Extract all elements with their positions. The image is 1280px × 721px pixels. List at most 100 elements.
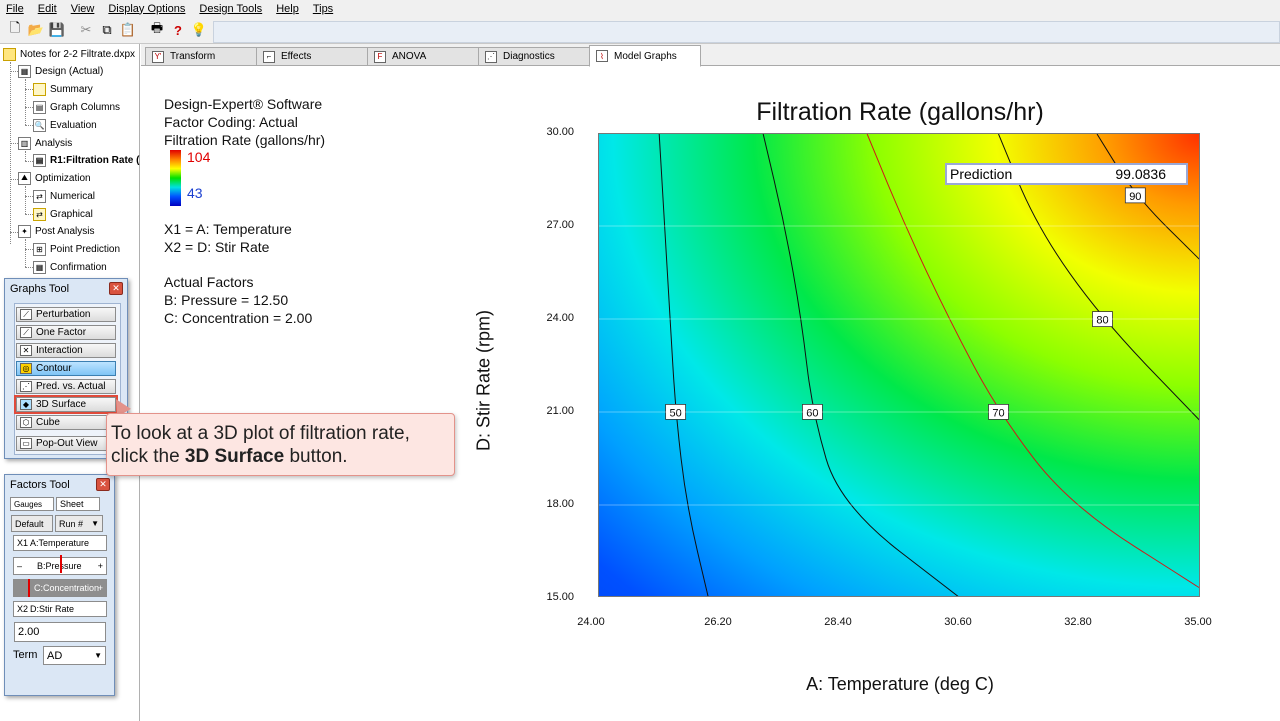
tree-item-graph-columns[interactable]: ▤ Graph Columns — [33, 99, 120, 115]
tab-model-graphs[interactable]: ⌇ Model Graphs — [589, 45, 701, 67]
cube-button[interactable]: ⬡ Cube — [16, 415, 116, 430]
tree-item-optimization[interactable]: ⛰ Optimization — [18, 170, 91, 186]
tip-bulb-icon[interactable]: 💡 — [190, 22, 208, 37]
factors-tool-title: Factors Tool — [10, 479, 70, 491]
tree-item-post-analysis[interactable]: ✦ Post Analysis — [18, 223, 94, 239]
gauges-label: Gauges — [14, 499, 43, 509]
button-label: Contour — [36, 363, 72, 374]
pop-out-view-button[interactable]: ▭ Pop-Out View — [16, 436, 116, 451]
tree-item-response[interactable]: ▤ R1:Filtration Rate ( — [33, 152, 139, 168]
tree-item-summary[interactable]: Summary — [33, 81, 93, 97]
perturbation-button[interactable]: ⟋ Perturbation — [16, 307, 116, 322]
button-label: Pred. vs. Actual — [36, 381, 106, 392]
x2-assignment: X2 = D: Stir Rate — [164, 239, 270, 255]
tree-root[interactable]: Notes for 2-2 Filtrate.dxpx — [3, 46, 135, 62]
menu-display-options[interactable]: Display Options — [108, 2, 186, 15]
cut-icon[interactable]: ✂ — [80, 22, 92, 37]
tree-item-analysis[interactable]: ▥ Analysis — [18, 135, 72, 151]
minus-icon: – — [17, 561, 23, 571]
print-icon[interactable]: 🖶 — [150, 20, 164, 35]
color-legend-bar — [170, 150, 181, 206]
run-select[interactable]: Run # ▼ — [55, 515, 103, 532]
menu-help[interactable]: Help — [276, 2, 299, 15]
contour-plot-area[interactable]: 50 60 70 80 90 — [598, 133, 1200, 597]
one-factor-button[interactable]: ⟋ One Factor — [16, 325, 116, 340]
contour-icon: ◎ — [20, 363, 32, 374]
tree-item-label: Post Analysis — [35, 225, 95, 237]
concentration-value: C: Concentration = 2.00 — [164, 310, 313, 326]
paste-icon[interactable]: 📋 — [119, 22, 137, 37]
factor-a-row[interactable]: X1 A:Temperature — [13, 535, 107, 551]
tab-effects[interactable]: ⌐ Effects — [256, 47, 368, 66]
pressure-slider-handle[interactable] — [60, 555, 62, 573]
tree-item-design[interactable]: ▦ Design (Actual) — [18, 63, 103, 79]
close-icon[interactable]: ✕ — [109, 282, 123, 295]
interaction-button[interactable]: ✕ Interaction — [16, 343, 116, 358]
button-label: One Factor — [36, 327, 87, 338]
tree-item-numerical[interactable]: ⇄ Numerical — [33, 188, 95, 204]
button-label: Perturbation — [36, 309, 91, 320]
contour-button[interactable]: ◎ Contour — [16, 361, 116, 376]
new-file-icon[interactable]: 🗋 — [9, 20, 21, 35]
x1-tag: X1 — [17, 538, 29, 548]
response-icon: ▤ — [33, 153, 46, 167]
factors-tool-window: Factors Tool ✕ Gauges Sheet Default Run … — [4, 474, 115, 696]
3d-surface-button[interactable]: ◆ 3D Surface — [14, 395, 118, 414]
tree-item-confirmation[interactable]: ▦ Confirmation — [33, 259, 107, 275]
y-tick-label: 15.00 — [546, 591, 574, 603]
tree-item-point-prediction[interactable]: ⊞ Point Prediction — [33, 241, 120, 257]
term-label: Term — [13, 649, 38, 661]
save-icon[interactable]: 💾 — [48, 22, 66, 37]
factors-tool-titlebar[interactable]: Factors Tool — [5, 475, 114, 495]
tab-diagnostics[interactable]: ⋰ Diagnostics — [478, 47, 590, 66]
default-button[interactable]: Default — [11, 515, 53, 532]
concentration-slider-handle[interactable] — [28, 579, 30, 597]
sheet-tab[interactable]: Sheet — [56, 497, 100, 511]
button-label: Pop-Out View — [36, 438, 98, 449]
prediction-label: Prediction — [950, 166, 1013, 182]
open-folder-icon[interactable]: 📂 — [27, 22, 45, 37]
tree-item-graphical[interactable]: ⇄ Graphical — [33, 206, 93, 222]
x-axis-label: A: Temperature (deg C) — [806, 674, 994, 694]
grid-icon: ▦ — [18, 64, 31, 78]
default-label: Default — [15, 518, 44, 529]
tree-item-evaluation[interactable]: 🔍 Evaluation — [33, 117, 97, 133]
graphical-icon: ⇄ — [33, 207, 46, 221]
concentration-slider[interactable]: C:Concentration + — [13, 579, 107, 597]
menu-design-tools[interactable]: Design Tools — [199, 2, 263, 15]
tip-callout: To look at a 3D plot of filtration rate,… — [106, 413, 455, 476]
menu-file[interactable]: File — [6, 2, 24, 15]
tab-anova[interactable]: F ANOVA — [367, 47, 479, 66]
callout-text: button. — [284, 446, 348, 467]
copy-icon[interactable]: ⧉ — [102, 22, 112, 37]
confirmation-icon: ▦ — [33, 260, 46, 274]
help-icon[interactable]: ? — [174, 22, 182, 38]
interaction-icon: ✕ — [20, 345, 32, 356]
menu-edit[interactable]: Edit — [37, 2, 57, 15]
factor-d-row[interactable]: X2 D:Stir Rate — [13, 601, 107, 617]
contour-line-70 — [866, 134, 1199, 589]
pressure-slider[interactable]: – B:Pressure + — [13, 555, 107, 575]
summary-icon — [33, 82, 46, 96]
tab-label: Diagnostics — [503, 51, 555, 62]
menu-tips[interactable]: Tips — [312, 2, 334, 15]
pred-vs-actual-button[interactable]: ⋰ Pred. vs. Actual — [16, 379, 116, 394]
tab-label: Transform — [170, 51, 216, 62]
svg-text:90: 90 — [1129, 191, 1141, 203]
graphs-tool-titlebar[interactable]: Graphs Tool — [5, 279, 127, 299]
factor-value-input[interactable]: 2.00 — [14, 622, 106, 642]
tree-item-label: Confirmation — [50, 261, 107, 273]
prediction-box: Prediction 99.0836 — [945, 163, 1188, 185]
pressure-value: B: Pressure = 12.50 — [164, 292, 289, 308]
menu-view[interactable]: View — [70, 2, 95, 15]
gauges-tab[interactable]: Gauges — [10, 497, 54, 511]
close-icon[interactable]: ✕ — [96, 478, 110, 491]
term-select[interactable]: AD ▼ — [43, 646, 106, 665]
tab-transform[interactable]: Y' Transform — [145, 47, 257, 66]
plot-gridlines — [599, 225, 1199, 506]
prediction-value: 99.0836 — [1115, 166, 1166, 182]
button-label: 3D Surface — [36, 399, 87, 410]
software-label: Design-Expert® Software — [164, 96, 323, 112]
tree-item-label: Numerical — [50, 190, 96, 202]
